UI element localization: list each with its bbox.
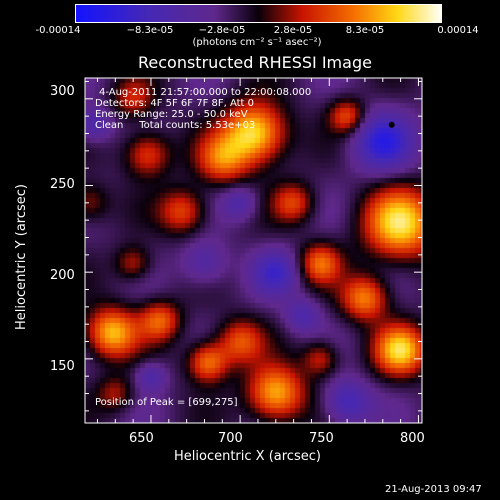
y-tick-label: 150: [50, 359, 75, 374]
colorbar-tick-label: 2.8e-05: [273, 25, 313, 36]
x-axis-label: Heliocentric X (arcsec): [174, 449, 321, 464]
x-tick-label: 800: [400, 431, 425, 446]
colorbar-tick-label: 8.3e-05: [345, 25, 385, 36]
colorbar-tick-label: 0.00014: [437, 25, 479, 36]
footer-timestamp: 21-Aug-2013 09:47: [385, 484, 482, 495]
energy-range-annotation: Energy Range: 25.0 - 50.0 keV: [95, 109, 248, 120]
heatmap-image: [85, 78, 422, 423]
plot-frame: [84, 77, 423, 424]
y-tick-label: 250: [50, 177, 75, 192]
peak-position-label: Position of Peak = [699,275]: [95, 397, 238, 408]
chart-title: Reconstructed RHESSI Image: [138, 53, 372, 72]
y-tick-label: 300: [50, 84, 75, 99]
peak-marker: [388, 121, 395, 128]
x-tick-label: 750: [309, 431, 334, 446]
colorbar-unit-label: (photons cm⁻² s⁻¹ asec⁻²): [192, 37, 322, 48]
colorbar-tick-label: -0.00014: [35, 25, 81, 36]
x-tick-label: 700: [218, 431, 243, 446]
clean-counts-annotation: Clean Total counts: 5.53e+03: [95, 120, 256, 131]
y-axis-label: Heliocentric Y (arcsec): [14, 184, 29, 330]
time-range-annotation: 4-Aug-2011 21:57:00.000 to 22:00:08.000: [99, 87, 312, 98]
colorbar-tick-label: −2.8e-05: [198, 25, 246, 36]
detectors-annotation: Detectors: 4F 5F 6F 7F 8F, Att 0: [95, 98, 255, 109]
x-tick-label: 650: [129, 431, 154, 446]
colorbar: [75, 4, 442, 23]
y-tick-label: 200: [50, 268, 75, 283]
colorbar-tick-label: −8.3e-05: [126, 25, 174, 36]
